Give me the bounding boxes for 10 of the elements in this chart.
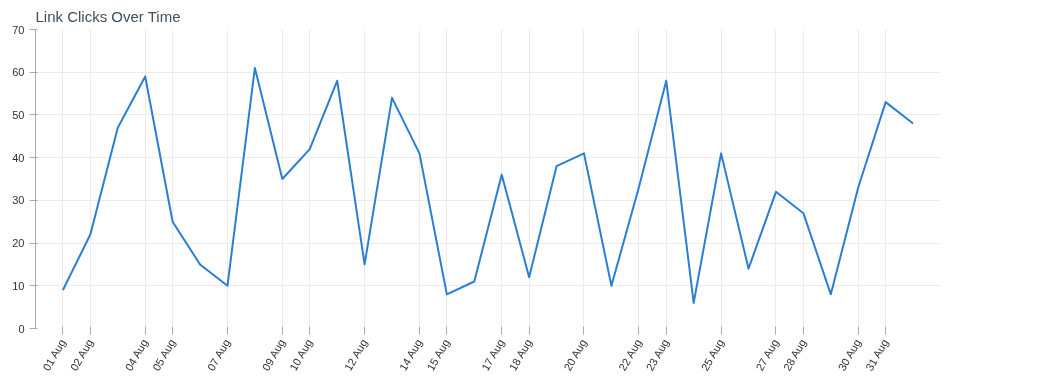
- y-tick-label: 40: [12, 151, 25, 164]
- y-tick-label: 0: [18, 322, 25, 335]
- y-tick-label: 60: [12, 66, 25, 79]
- chart-title: Link Clicks Over Time: [35, 7, 181, 25]
- y-tick-label: 20: [12, 237, 25, 250]
- y-tick-label: 10: [12, 279, 25, 292]
- y-tick-label: 70: [12, 23, 25, 36]
- line-series: [61, 66, 915, 304]
- y-tick-label: 30: [12, 194, 25, 207]
- y-tick-label: 50: [12, 108, 25, 121]
